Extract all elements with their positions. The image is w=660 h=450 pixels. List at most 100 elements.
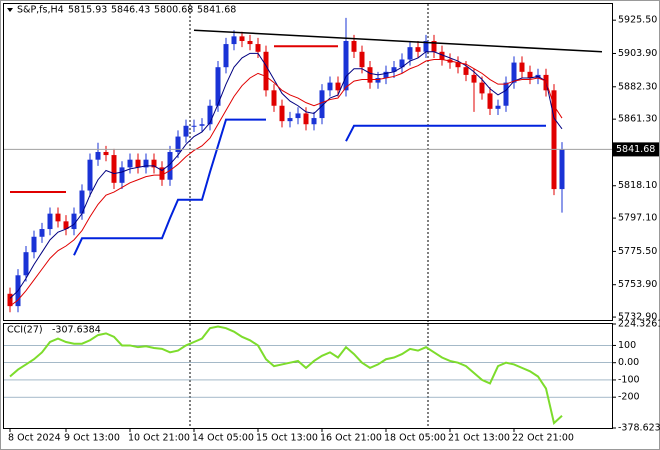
candle-body [511, 62, 517, 83]
candle-body [87, 159, 93, 191]
candle-body [247, 40, 253, 45]
y-tick-label: -378.6235 [618, 423, 660, 434]
candle-body [303, 113, 309, 125]
candle-body [143, 159, 149, 168]
candle-body [263, 51, 269, 91]
candle-body [319, 90, 325, 119]
x-tick-label: 10 Oct 21:00 [128, 433, 190, 444]
candle-body [167, 151, 173, 180]
candle-body [527, 71, 533, 78]
x-tick-label: 9 Oct 13:00 [64, 433, 120, 444]
candle-body [7, 293, 13, 307]
candle-body [431, 40, 437, 52]
x-tick-label: 15 Oct 13:00 [256, 433, 318, 444]
y-tick-label: 100 [618, 340, 636, 351]
candle-body [311, 118, 317, 125]
trendline [193, 29, 603, 53]
y-tick-label: 224.3261 [618, 319, 660, 330]
ohlc-open: 5815.93 [68, 5, 107, 16]
candle-body [231, 36, 237, 45]
candle-body [559, 149, 565, 190]
candle-body [135, 159, 141, 168]
candle-body [255, 44, 261, 52]
candle-body [359, 51, 365, 68]
candle-body [271, 90, 277, 106]
candle-body [407, 47, 413, 60]
y-tick-label: 5775.50 [618, 246, 657, 257]
y-tick-label: 5882.30 [618, 81, 657, 92]
candle-body [423, 40, 429, 52]
candle-body [471, 74, 477, 83]
candle-body [479, 82, 485, 94]
candle-body [343, 40, 349, 91]
y-tick-label: -200 [618, 392, 640, 403]
y-tick-label: 5903.90 [618, 48, 657, 59]
cci-panel [3, 323, 613, 429]
x-tick-label: 8 Oct 2024 [8, 433, 61, 444]
indicator-line [73, 118, 546, 256]
candle-body [287, 118, 293, 122]
y-tick-label: 5797.10 [618, 213, 657, 224]
ohlc-low: 5800.68 [154, 5, 193, 16]
candle-body [183, 125, 189, 137]
candle-body [367, 67, 373, 83]
candle-body [415, 47, 421, 52]
x-tick-label: 14 Oct 05:00 [192, 433, 254, 444]
x-tick-label: 22 Oct 21:00 [512, 433, 574, 444]
candle-body [215, 67, 221, 106]
candle-body [383, 71, 389, 78]
candle-body [191, 125, 197, 127]
candle-body [111, 155, 117, 183]
candle-body [31, 236, 37, 253]
candle-body [295, 113, 301, 119]
candle-body [63, 221, 69, 230]
indicator-line [9, 51, 563, 299]
candle-body [391, 67, 397, 72]
candle-body [327, 82, 333, 91]
candle-body [47, 213, 53, 230]
candle-body [151, 159, 157, 168]
candle-body [399, 59, 405, 68]
candle-body [551, 90, 557, 190]
last-price-box [613, 142, 659, 157]
y-tick-label: 5732.90 [618, 312, 657, 323]
candle-body [119, 167, 125, 183]
main-panel [3, 3, 613, 321]
candle-body [71, 213, 77, 230]
y-tick-label: -100 [618, 374, 640, 385]
x-tick-label: 16 Oct 21:00 [320, 433, 382, 444]
y-tick-label: 0.00 [618, 357, 639, 368]
indicator-line [10, 45, 338, 194]
cci-title: CCI(27) [7, 325, 43, 336]
cci-value: -307.6384 [52, 325, 101, 336]
candle-body [335, 82, 341, 91]
candle-body [39, 229, 45, 237]
candle-body [239, 36, 245, 41]
candle-body [455, 62, 461, 68]
candle-body [503, 82, 509, 106]
candle-body [439, 51, 445, 60]
candle-body [495, 105, 501, 109]
candle-body [55, 213, 61, 222]
candle-body [223, 44, 229, 68]
candle-body [127, 159, 133, 168]
y-tick-label: 5818.10 [618, 180, 657, 191]
menu-icon [7, 8, 13, 12]
ohlc-high: 5846.43 [111, 5, 150, 16]
candle-body [175, 136, 181, 152]
x-tick-label: 18 Oct 05:00 [384, 433, 446, 444]
candle-body [207, 105, 213, 125]
candle-body [159, 167, 165, 180]
candle-body [79, 190, 85, 214]
indicator-line [9, 58, 563, 307]
candle-body [95, 151, 101, 160]
candle-body [23, 252, 29, 276]
last-price-label: 5841.68 [616, 144, 655, 155]
candle-body [279, 105, 285, 122]
candle-body [463, 67, 469, 75]
candle-body [199, 124, 205, 126]
candle-body [375, 77, 381, 83]
candle-body [519, 62, 525, 72]
